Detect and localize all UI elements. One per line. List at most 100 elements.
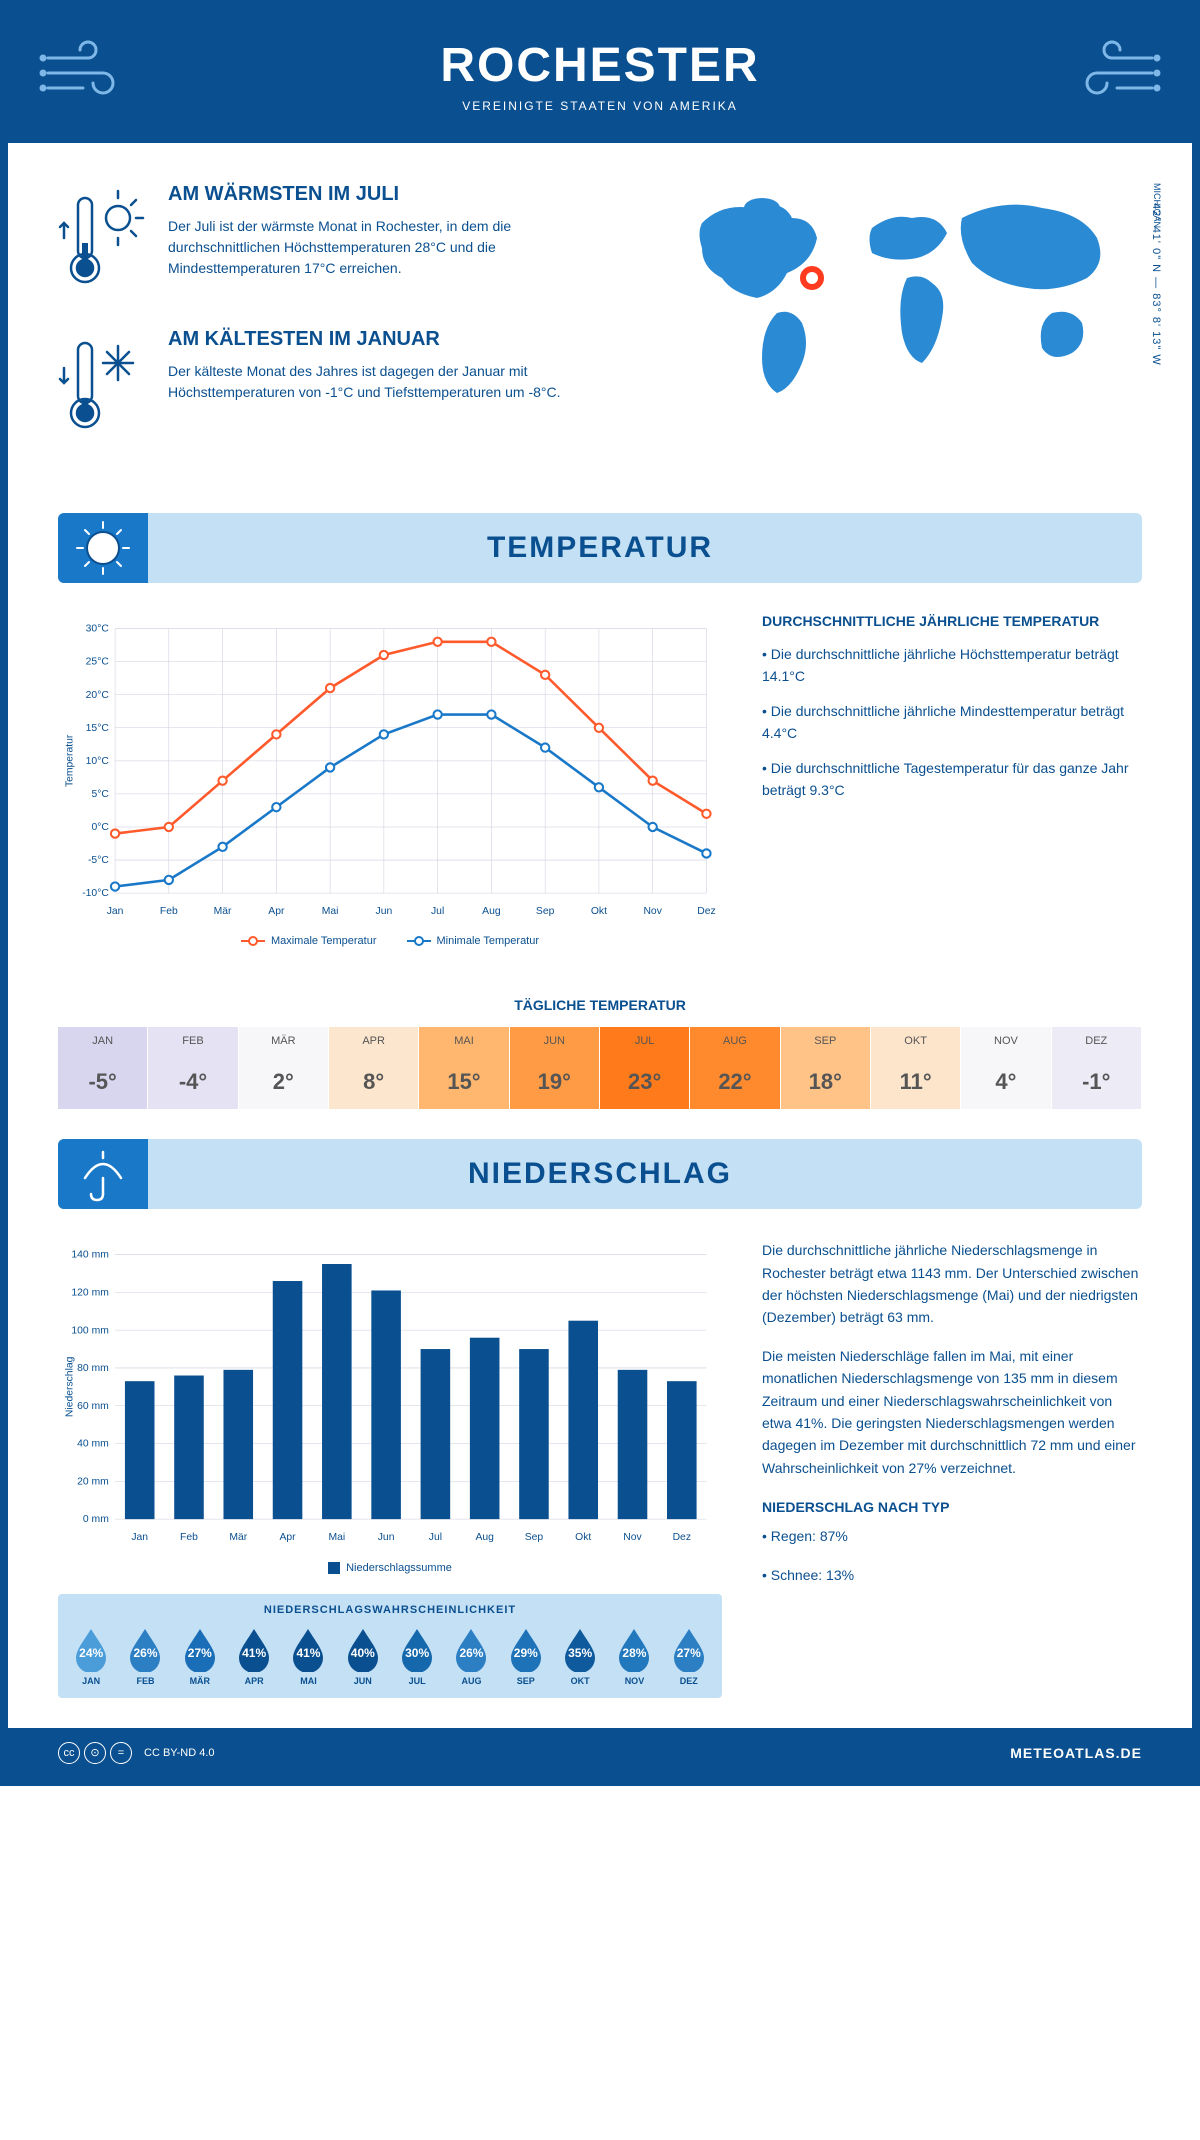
probability-drop: 29%SEP: [499, 1626, 553, 1686]
daily-cell: JAN-5°: [58, 1027, 148, 1109]
svg-text:Apr: Apr: [268, 906, 285, 917]
intro-cards: AM WÄRMSTEN IM JULI Der Juli ist der wär…: [58, 183, 622, 473]
svg-text:-10°C: -10°C: [82, 888, 109, 899]
daily-temp-title: TÄGLICHE TEMPERATUR: [8, 997, 1192, 1013]
svg-text:25°C: 25°C: [86, 657, 110, 668]
daily-temp-row: JAN-5°FEB-4°MÄR2°APR8°MAI15°JUN19°JUL23°…: [58, 1027, 1142, 1109]
temperature-body: -10°C-5°C0°C5°C10°C15°C20°C25°C30°CJanFe…: [8, 613, 1192, 977]
warm-text: Der Juli ist der wärmste Monat in Roches…: [168, 216, 622, 279]
probability-drop: 24%JAN: [64, 1626, 118, 1686]
warm-card-body: AM WÄRMSTEN IM JULI Der Juli ist der wär…: [168, 183, 622, 298]
precipitation-legend: Niederschlagssumme: [58, 1562, 722, 1574]
wind-icon-left: [38, 38, 138, 108]
daily-cell: FEB-4°: [148, 1027, 238, 1109]
thermometer-sun-icon: [58, 183, 148, 298]
svg-text:-5°C: -5°C: [88, 855, 109, 866]
svg-text:Jan: Jan: [107, 906, 124, 917]
svg-text:Okt: Okt: [591, 906, 607, 917]
svg-text:Dez: Dez: [673, 1532, 691, 1543]
svg-text:5°C: 5°C: [91, 789, 109, 800]
svg-text:Mai: Mai: [322, 906, 339, 917]
svg-text:20 mm: 20 mm: [77, 1477, 109, 1488]
daily-cell: NOV4°: [961, 1027, 1051, 1109]
svg-text:Sep: Sep: [525, 1532, 544, 1543]
svg-text:Aug: Aug: [482, 906, 501, 917]
hero-text: ROCHESTER VEREINIGTE STAATEN VON AMERIKA: [440, 38, 759, 113]
nd-icon: =: [110, 1742, 132, 1764]
daily-cell: DEZ-1°: [1052, 1027, 1142, 1109]
daily-cell: JUN19°: [510, 1027, 600, 1109]
temperature-title: TEMPERATUR: [487, 531, 713, 565]
thermometer-snow-icon: [58, 328, 148, 443]
page: ROCHESTER VEREINIGTE STAATEN VON AMERIKA…: [0, 0, 1200, 1786]
svg-text:0 mm: 0 mm: [83, 1514, 109, 1525]
legend-precip: Niederschlagssumme: [328, 1562, 452, 1574]
svg-text:Mär: Mär: [214, 906, 232, 917]
probability-drops: 24%JAN26%FEB27%MÄR41%APR41%MAI40%JUN30%J…: [58, 1626, 722, 1686]
cc-icons: cc ⊙ =: [58, 1742, 132, 1764]
site-name: METEOATLAS.DE: [1010, 1745, 1142, 1761]
umbrella-icon: [58, 1139, 148, 1209]
hero-banner: ROCHESTER VEREINIGTE STAATEN VON AMERIKA: [8, 8, 1192, 143]
warm-card: AM WÄRMSTEN IM JULI Der Juli ist der wär…: [58, 183, 622, 298]
cold-card: AM KÄLTESTEN IM JANUAR Der kälteste Mona…: [58, 328, 622, 443]
daily-cell: MÄR2°: [239, 1027, 329, 1109]
svg-text:Apr: Apr: [279, 1532, 296, 1543]
svg-text:20°C: 20°C: [86, 690, 110, 701]
svg-text:Sep: Sep: [536, 906, 555, 917]
svg-text:Nov: Nov: [623, 1532, 642, 1543]
probability-drop: 27%DEZ: [662, 1626, 716, 1686]
precipitation-sidebar: Die durchschnittliche jährliche Niedersc…: [762, 1239, 1142, 1697]
svg-text:Jul: Jul: [431, 906, 444, 917]
probability-drop: 26%AUG: [444, 1626, 498, 1686]
temperature-legend: Maximale Temperatur Minimale Temperatur: [58, 935, 722, 947]
world-map: MICHIGAN 42° 41' 0" N — 83° 8' 13" W: [662, 183, 1142, 473]
temperature-sidebar: DURCHSCHNITTLICHE JÄHRLICHE TEMPERATUR •…: [762, 613, 1142, 947]
precip-type-2: • Schnee: 13%: [762, 1564, 1142, 1586]
coords-label: 42° 41' 0" N — 83° 8' 13" W: [1150, 203, 1162, 366]
probability-drop: 41%APR: [227, 1626, 281, 1686]
svg-text:Jan: Jan: [131, 1532, 148, 1543]
svg-text:10°C: 10°C: [86, 756, 110, 767]
precip-para-2: Die meisten Niederschläge fallen im Mai,…: [762, 1345, 1142, 1479]
svg-text:120 mm: 120 mm: [71, 1288, 108, 1299]
footer-license: cc ⊙ = CC BY-ND 4.0: [58, 1742, 215, 1764]
svg-text:40 mm: 40 mm: [77, 1439, 109, 1450]
daily-cell: JUL23°: [600, 1027, 690, 1109]
svg-text:100 mm: 100 mm: [71, 1326, 108, 1337]
svg-text:140 mm: 140 mm: [71, 1250, 108, 1261]
footer: cc ⊙ = CC BY-ND 4.0 METEOATLAS.DE: [8, 1728, 1192, 1778]
sun-icon: [58, 513, 148, 583]
svg-text:Nov: Nov: [643, 906, 662, 917]
daily-cell: AUG22°: [690, 1027, 780, 1109]
probability-box: NIEDERSCHLAGSWAHRSCHEINLICHKEIT 24%JAN26…: [58, 1594, 722, 1698]
precipitation-title: NIEDERSCHLAG: [468, 1157, 732, 1191]
daily-cell: APR8°: [329, 1027, 419, 1109]
intro-section: AM WÄRMSTEN IM JULI Der Juli ist der wär…: [8, 143, 1192, 503]
wind-icon-right: [1062, 38, 1162, 108]
probability-title: NIEDERSCHLAGSWAHRSCHEINLICHKEIT: [58, 1604, 722, 1616]
svg-text:Feb: Feb: [180, 1532, 198, 1543]
daily-cell: OKT11°: [871, 1027, 961, 1109]
svg-text:Mai: Mai: [328, 1532, 345, 1543]
cc-icon: cc: [58, 1742, 80, 1764]
temp-bullet-3: • Die durchschnittliche Tagestemperatur …: [762, 757, 1142, 802]
page-subtitle: VEREINIGTE STAATEN VON AMERIKA: [440, 99, 759, 113]
legend-max: Maximale Temperatur: [241, 935, 377, 947]
license-text: CC BY-ND 4.0: [144, 1747, 215, 1759]
cold-title: AM KÄLTESTEN IM JANUAR: [168, 328, 622, 351]
temp-bullet-1: • Die durchschnittliche jährliche Höchst…: [762, 643, 1142, 688]
svg-text:Dez: Dez: [697, 906, 715, 917]
page-title: ROCHESTER: [440, 38, 759, 93]
svg-text:60 mm: 60 mm: [77, 1401, 109, 1412]
svg-text:Temperatur: Temperatur: [65, 734, 76, 787]
svg-text:Mär: Mär: [229, 1532, 247, 1543]
svg-text:Okt: Okt: [575, 1532, 591, 1543]
temp-bullet-2: • Die durchschnittliche jährliche Mindes…: [762, 700, 1142, 745]
probability-drop: 27%MÄR: [173, 1626, 227, 1686]
precip-type-title: NIEDERSCHLAG NACH TYP: [762, 1499, 1142, 1515]
precipitation-header: NIEDERSCHLAG: [58, 1139, 1142, 1209]
legend-min: Minimale Temperatur: [407, 935, 540, 947]
probability-drop: 40%JUN: [336, 1626, 390, 1686]
svg-text:0°C: 0°C: [91, 822, 109, 833]
